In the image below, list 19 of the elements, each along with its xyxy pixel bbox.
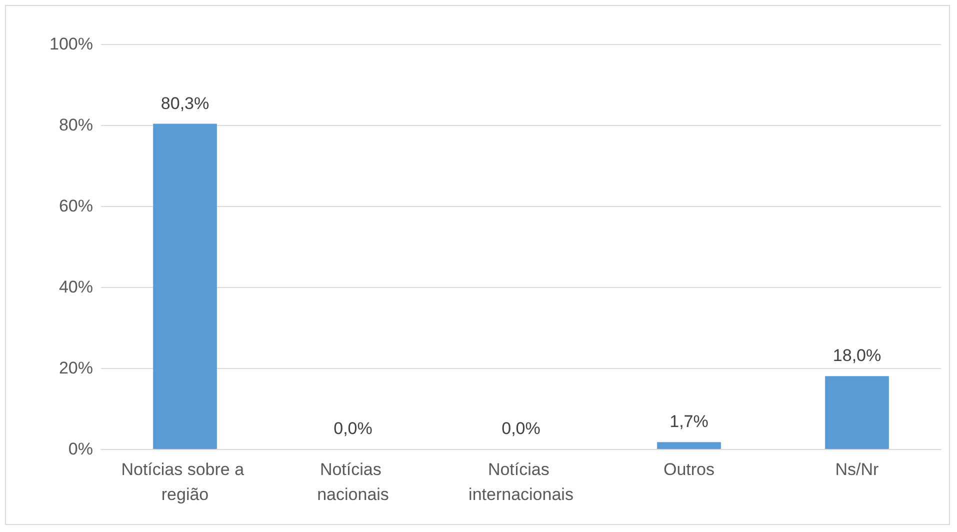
y-tick-label: 100% xyxy=(50,34,93,54)
x-tick-label: Notícias sobre a região xyxy=(121,460,249,504)
y-tick-label: 20% xyxy=(58,358,93,378)
x-tick-label: Outros xyxy=(663,460,715,479)
data-label: 0,0% xyxy=(502,419,540,438)
data-label: 0,0% xyxy=(334,419,372,438)
bar xyxy=(153,124,217,449)
bar xyxy=(825,376,889,449)
y-tick-label: 60% xyxy=(58,196,93,216)
x-tick-label: Notícias internacionais xyxy=(468,460,574,504)
bar xyxy=(657,442,721,449)
y-tick-label: 80% xyxy=(58,116,93,134)
x-tick-label: Ns/Nr xyxy=(835,460,880,479)
y-tick-label: 0% xyxy=(68,440,93,458)
data-label: 80,3% xyxy=(160,94,210,113)
y-tick-label: 40% xyxy=(58,278,93,296)
data-label: 1,7% xyxy=(670,412,708,432)
data-label: 18,0% xyxy=(832,346,882,366)
x-tick-label: Notícias nacionais xyxy=(317,460,389,504)
